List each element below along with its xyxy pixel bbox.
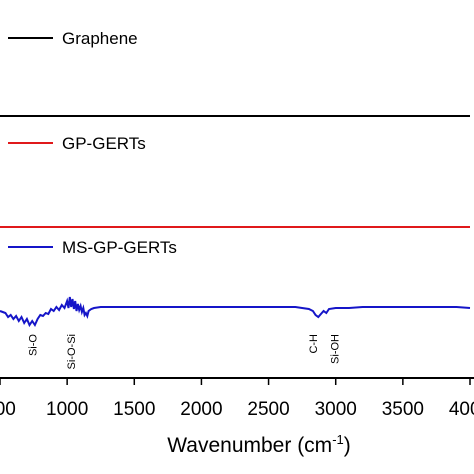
legend-label-3: MS-GP-GERTs: [62, 238, 177, 257]
series-line-3: [0, 296, 471, 328]
legend-layer: Graphene GP-GERTs MS-GP-GERTs: [8, 29, 177, 257]
x-tick-layer: 500 1000 1500 2000 2500 3000 3500 4000: [0, 378, 474, 420]
x-tick-label-3: 1500: [113, 399, 155, 420]
x-tick-label-8: 4000: [449, 399, 474, 420]
x-axis-title-tail: ): [344, 434, 351, 457]
x-tick-label-7: 3500: [382, 399, 424, 420]
legend-label-2: GP-GERTs: [62, 134, 146, 153]
x-tick-label-6: 3000: [315, 399, 357, 420]
peak-annotation-3: C-H: [308, 334, 320, 354]
legend-label-1: Graphene: [62, 29, 138, 48]
x-tick-label-4: 2000: [180, 399, 222, 420]
peak-annotation-4: Si-OH: [329, 334, 341, 364]
x-tick-label-2: 1000: [46, 399, 88, 420]
peak-annotation-2: Si-O-Si: [66, 334, 78, 369]
x-axis-title-superscript: -1: [332, 432, 344, 447]
annotation-layer: Si-O Si-O-Si C-H Si-OH: [27, 334, 341, 370]
x-tick-label-1: 500: [0, 399, 16, 420]
x-axis-title: Wavenumber (cm-1): [167, 432, 351, 457]
x-tick-label-5: 2500: [247, 399, 289, 420]
peak-annotation-1: Si-O: [27, 334, 39, 356]
series-layer: [0, 115, 471, 328]
